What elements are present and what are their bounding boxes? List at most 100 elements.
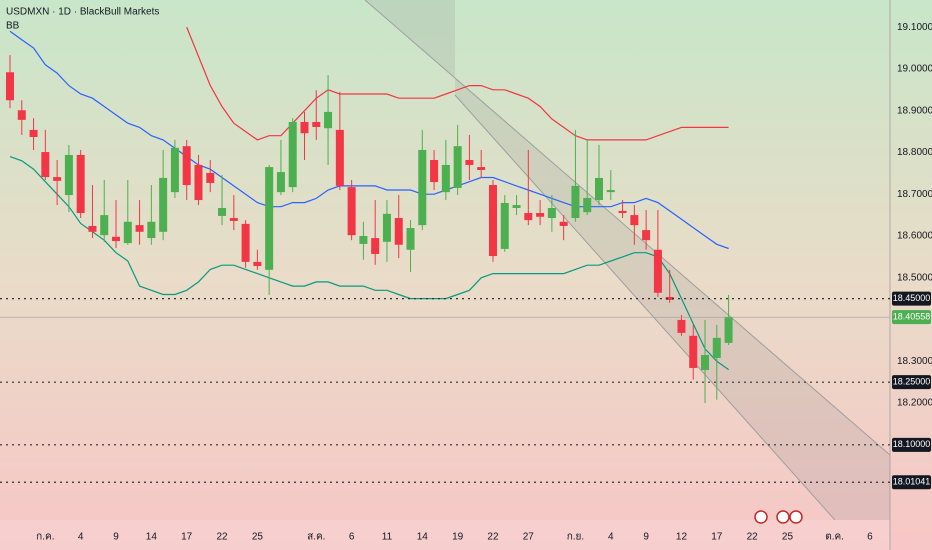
x-tick-label: 9	[643, 532, 649, 543]
x-axis-area	[0, 520, 890, 550]
candle-body	[618, 210, 627, 214]
candle-body	[206, 172, 215, 183]
candle-body	[218, 208, 227, 216]
candle-body	[453, 146, 462, 188]
candle-body	[536, 213, 545, 217]
x-tick-label: 9	[113, 532, 119, 543]
candle-body	[64, 154, 73, 196]
band-line	[9, 156, 729, 371]
event-icons	[754, 510, 803, 524]
candle-body	[394, 218, 403, 245]
y-tick-label: 18.70000	[897, 189, 932, 200]
y-tick-label: 18.30000	[897, 356, 932, 367]
candle-body	[359, 235, 368, 244]
candle-body	[265, 167, 274, 270]
y-tick-label: 18.20000	[897, 398, 932, 409]
level-label: 18.01041	[893, 477, 931, 487]
x-tick-label: 25	[252, 532, 264, 543]
candle-body	[712, 337, 721, 358]
candle-body	[665, 296, 674, 300]
band-line	[186, 26, 729, 141]
x-tick-label: 25	[782, 532, 794, 543]
candle-body	[465, 159, 474, 165]
candle-body	[159, 177, 168, 232]
y-tick-label: 18.50000	[897, 272, 932, 283]
candle-body	[441, 164, 450, 193]
event-icon	[754, 510, 768, 524]
candle-body	[100, 215, 109, 236]
level-label: 18.45000	[893, 293, 931, 303]
event-icon	[789, 510, 803, 524]
candle-body	[418, 149, 427, 226]
x-tick-label: 4	[608, 532, 614, 543]
candle-body	[371, 238, 380, 254]
candle-body	[253, 261, 262, 267]
x-tick-label: 17	[711, 532, 723, 543]
band-line	[9, 30, 729, 250]
level-label-bg	[892, 437, 931, 452]
candle-body	[135, 225, 144, 232]
channel-line	[454, 94, 836, 521]
candle-body	[677, 319, 686, 333]
x-tick-label: 12	[676, 532, 688, 543]
level-label: 18.10000	[893, 439, 931, 449]
candle-body	[29, 129, 38, 137]
event-icon	[776, 510, 790, 524]
candle-body	[724, 317, 733, 343]
candle-body	[335, 129, 344, 186]
candle-body	[559, 221, 568, 226]
y-tick-label: 18.60000	[897, 231, 932, 242]
candle-body	[241, 223, 250, 262]
x-tick-label: 22	[487, 532, 499, 543]
x-tick-label: ก.ค.	[36, 532, 54, 543]
y-tick-label: 19.10000	[897, 22, 932, 33]
candle-body	[76, 154, 85, 214]
candle-body	[653, 249, 662, 293]
x-tick-label: 14	[417, 532, 429, 543]
candle-body	[170, 147, 179, 193]
candle-body	[182, 146, 191, 186]
y-tick-label: 19.00000	[897, 64, 932, 75]
candle-body	[642, 230, 651, 241]
candle-body	[276, 172, 285, 193]
level-label-bg	[892, 475, 931, 490]
x-tick-label: 17	[181, 532, 193, 543]
candle-body	[17, 110, 26, 120]
x-tick-label: 6	[867, 532, 873, 543]
candle-body	[477, 167, 486, 170]
candle-body	[41, 152, 50, 178]
x-tick-label: ต.ค.	[825, 532, 844, 543]
candle-body	[689, 335, 698, 368]
candle-body	[324, 111, 333, 129]
chart-title: USDMXN · 1D · BlackBull Markets	[6, 7, 159, 18]
candle-body	[382, 213, 391, 242]
candle-body	[288, 121, 297, 188]
x-tick-label: 22	[747, 532, 759, 543]
candle-body	[53, 177, 62, 181]
candle-body	[512, 205, 521, 208]
x-tick-label: 4	[78, 532, 84, 543]
candle-body	[123, 221, 132, 244]
x-tick-label: 22	[216, 532, 228, 543]
plot: 19.10000 19.00000 18.90000 18.80000 18.70000…	[0, 22, 932, 543]
candle-body	[300, 121, 309, 134]
candle-body	[194, 164, 203, 201]
candle-body	[488, 185, 497, 257]
x-tick-label: 27	[523, 532, 535, 543]
last-price-label: 18.40558	[893, 312, 931, 322]
y-tick-label: 18.90000	[897, 105, 932, 116]
indicator-label: BB	[6, 21, 20, 32]
candle-body	[547, 208, 556, 219]
candle-body	[312, 121, 321, 127]
candle-body	[147, 221, 156, 239]
level-label-bg	[892, 375, 931, 390]
channel-fill	[365, 0, 890, 520]
candle-body	[595, 177, 603, 201]
x-tick-label: ก.ย.	[567, 532, 584, 543]
level-label-bg	[892, 291, 931, 306]
candle-body	[430, 159, 439, 183]
channel-line	[364, 0, 891, 456]
candle-body	[630, 215, 639, 226]
x-tick-label: ส.ค.	[307, 532, 325, 543]
